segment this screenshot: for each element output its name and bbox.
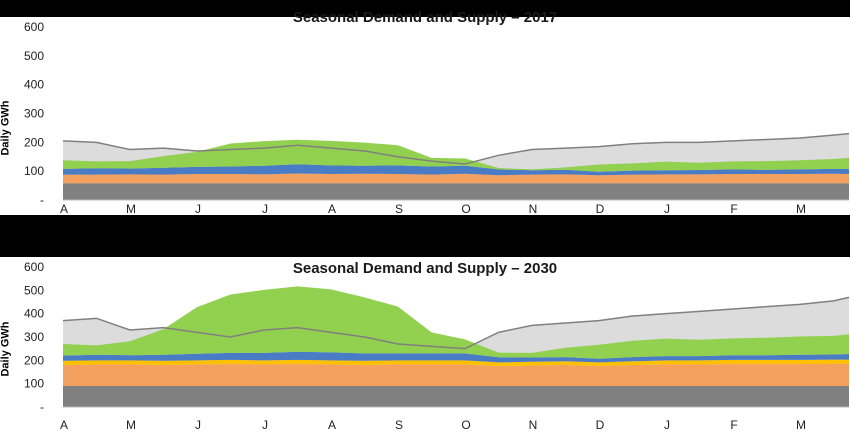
x-tick-label: O — [461, 202, 470, 215]
x-tick-label: N — [529, 418, 538, 432]
x-tick-label: F — [730, 418, 737, 432]
supply-area-1 — [63, 173, 849, 184]
supply-area-2 — [63, 164, 849, 176]
supply-area-3 — [63, 351, 849, 363]
demand-line — [62, 296, 850, 350]
x-tick-label: J — [262, 418, 268, 432]
x-tick-label: M — [796, 418, 806, 432]
y-tick-label: 600 — [24, 20, 44, 34]
supply-area-2 — [63, 359, 849, 367]
x-tick-label: O — [461, 418, 470, 432]
y-tick-label: 300 — [24, 330, 44, 344]
x-tick-label: S — [395, 202, 403, 215]
chart-plot-2017: - 100 200 300 400 500 600 A M J J A S O N D J F M — [24, 20, 850, 215]
x-tick-label: J — [664, 202, 670, 215]
x-tick-label: M — [126, 202, 136, 215]
y-tick-label: 100 — [24, 164, 44, 178]
supply-area-4 — [63, 286, 849, 359]
x-tick-label: N — [529, 202, 538, 215]
y-tick-label: 600 — [24, 260, 44, 274]
y-tick-label: 400 — [24, 307, 44, 321]
y-tick-label: 200 — [24, 135, 44, 149]
supply-area-1 — [63, 363, 849, 386]
x-tick-label: A — [60, 418, 68, 432]
x-tick-label: A — [328, 418, 336, 432]
y-tick-label: 500 — [24, 283, 44, 297]
x-tick-label: F — [730, 202, 737, 215]
chart-title: Seasonal Demand and Supply – 2017 — [292, 9, 558, 26]
y-tick-label: 100 — [24, 377, 44, 391]
x-tick-label: J — [262, 202, 268, 215]
x-tick-label: S — [395, 418, 403, 432]
x-tick-label: A — [328, 202, 336, 215]
x-tick-label: J — [664, 418, 670, 432]
x-tick-label: M — [126, 418, 136, 432]
x-tick-label: J — [195, 418, 201, 432]
y-tick-label: - — [40, 193, 44, 207]
x-tick-label: A — [60, 202, 68, 215]
x-tick-label: J — [195, 202, 201, 215]
x-tick-label: M — [796, 202, 806, 215]
y-tick-label: - — [40, 400, 44, 414]
y-tick-label: 400 — [24, 78, 44, 92]
demand-line — [62, 132, 850, 165]
x-tick-label: D — [596, 418, 605, 432]
x-tick-label: D — [596, 202, 605, 215]
chart-panel-2017: Seasonal Demand and Supply – 2017 Daily … — [0, 9, 850, 215]
chart-title: Seasonal Demand and Supply – 2030 — [292, 260, 558, 277]
y-tick-label: 500 — [24, 49, 44, 63]
y-tick-label: 300 — [24, 107, 44, 121]
y-tick-label: 200 — [24, 353, 44, 367]
chart-plot-2030: - 100 200 300 400 500 600 A M J J A S O N D J F M — [24, 260, 850, 432]
chart-panel-2030: Seasonal Demand and Supply – 2030 Daily … — [0, 257, 850, 435]
supply-area-0 — [63, 183, 849, 200]
supply-area-0 — [63, 386, 849, 407]
